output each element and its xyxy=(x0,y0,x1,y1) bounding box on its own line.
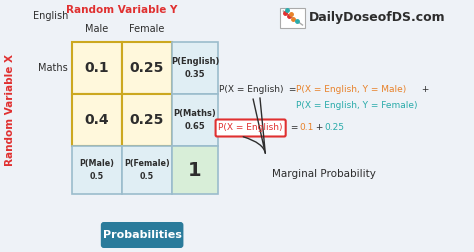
Text: P(X = English, Y = Male): P(X = English, Y = Male) xyxy=(296,85,406,94)
Text: P(English)
0.35: P(English) 0.35 xyxy=(171,57,219,79)
FancyBboxPatch shape xyxy=(172,42,218,94)
Text: P(X = English, Y = Female): P(X = English, Y = Female) xyxy=(296,101,417,110)
Text: Marginal Probability: Marginal Probability xyxy=(272,169,376,179)
Text: =: = xyxy=(288,123,301,133)
Text: P(Maths)
0.65: P(Maths) 0.65 xyxy=(173,109,216,131)
Text: P(Female)
0.5: P(Female) 0.5 xyxy=(124,159,170,181)
Text: Random Variable X: Random Variable X xyxy=(5,54,15,166)
Text: P(X = English): P(X = English) xyxy=(219,85,283,94)
FancyBboxPatch shape xyxy=(72,94,122,146)
Text: Male: Male xyxy=(85,24,109,34)
Text: +: + xyxy=(419,85,429,94)
FancyBboxPatch shape xyxy=(101,222,183,248)
FancyBboxPatch shape xyxy=(122,146,172,194)
Text: 0.25: 0.25 xyxy=(325,123,345,133)
Text: 1: 1 xyxy=(188,161,202,179)
Text: P(X = English): P(X = English) xyxy=(219,123,283,133)
Text: 0.25: 0.25 xyxy=(130,113,164,127)
Text: 0.4: 0.4 xyxy=(85,113,109,127)
Text: Maths: Maths xyxy=(38,63,68,73)
FancyBboxPatch shape xyxy=(72,42,122,94)
FancyBboxPatch shape xyxy=(122,42,172,94)
Text: DailyDoseofDS.com: DailyDoseofDS.com xyxy=(309,12,446,24)
FancyBboxPatch shape xyxy=(72,146,122,194)
Text: 0.25: 0.25 xyxy=(130,61,164,75)
FancyBboxPatch shape xyxy=(172,146,218,194)
FancyBboxPatch shape xyxy=(122,94,172,146)
FancyBboxPatch shape xyxy=(281,8,305,28)
FancyBboxPatch shape xyxy=(216,119,286,137)
Text: 0.1: 0.1 xyxy=(85,61,109,75)
Text: Probabilities: Probabilities xyxy=(103,230,182,240)
Text: =: = xyxy=(286,85,300,94)
Text: 0.1: 0.1 xyxy=(300,123,314,133)
Text: +: + xyxy=(313,123,326,133)
Text: Female: Female xyxy=(129,24,164,34)
Text: Random Variable Y: Random Variable Y xyxy=(66,5,178,15)
FancyBboxPatch shape xyxy=(172,94,218,146)
Text: English: English xyxy=(33,11,68,21)
Text: P(Male)
0.5: P(Male) 0.5 xyxy=(80,159,115,181)
